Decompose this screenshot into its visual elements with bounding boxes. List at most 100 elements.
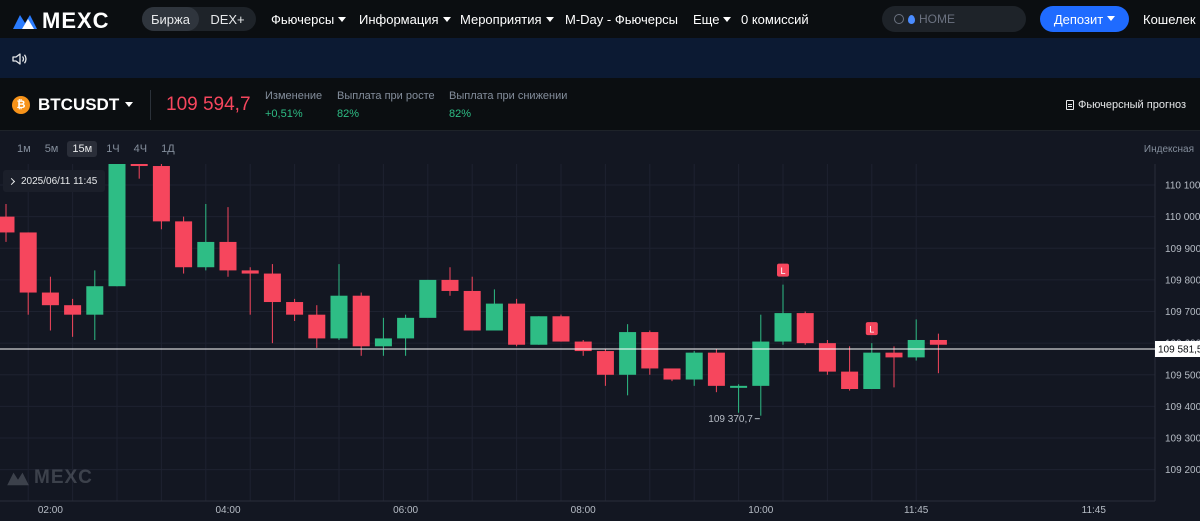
search-icon [894,14,904,24]
candle-body [863,352,881,390]
candle-body [419,279,437,318]
y-tick-label: 109 400 [1165,402,1200,413]
nav-more-label: Еще [693,12,720,27]
chevron-down-icon [545,17,554,23]
chevron-down-icon [723,17,732,23]
y-tick-label: 109 800 [1165,275,1200,286]
x-tick-label: 04:00 [215,505,240,516]
x-tick-label: 10:00 [748,505,773,516]
candle-body [663,368,681,380]
timeframe-1h[interactable]: 1Ч [106,143,120,155]
candle-body [219,241,237,271]
candle-body [130,164,148,167]
candle-body [397,317,415,339]
announcement-bar [0,38,1200,78]
timeframe-1d[interactable]: 1Д [161,143,175,155]
candle-body [552,316,570,342]
symbol-label: BTCUSDT [38,95,120,114]
y-tick-label: 109 900 [1165,244,1200,255]
candle-body [152,166,170,222]
symbol-selector[interactable]: BTCUSDT [38,95,134,115]
ticker-bar: ₿ BTCUSDT 109 594,7 Изменение +0,51% Вып… [0,82,1200,128]
search-box[interactable] [882,6,1026,32]
timeframe-5m[interactable]: 5м [44,143,59,155]
search-input[interactable] [919,12,1009,26]
nav-info-label: Информация [359,12,439,27]
change-label: Изменение [265,90,323,102]
wallet-link[interactable]: Кошелек [1143,12,1196,27]
candle-body [263,273,281,303]
candle-body [0,216,15,233]
candle-body [596,351,614,375]
chart-watermark: MEXC [6,467,93,489]
y-tick-label: 109 700 [1165,307,1200,318]
speaker-icon[interactable] [12,53,28,65]
last-price: 109 594,7 [166,94,251,115]
index-price-toggle[interactable]: Индексная [1143,144,1194,155]
candle-body [530,316,548,345]
x-tick-label: 11:45 [904,505,929,516]
chevron-down-icon [442,17,451,23]
tab-exchange[interactable]: Биржа [142,7,199,31]
candle-body [241,270,259,274]
deposit-label: Депозит [1053,11,1104,27]
payout-up-label: Выплата при росте [337,90,435,102]
candle-body [463,290,481,331]
candle-body [108,164,126,287]
x-tick-label: 06:00 [393,505,418,516]
top-navbar: MEXC Биржа DEX+ Фьючерсы Информация Меро… [0,0,1200,38]
nav-events-label: Мероприятия [460,12,542,27]
nav-futures[interactable]: Фьючерсы [271,12,347,27]
x-tick-label: 08:00 [571,505,596,516]
ticker-divider [150,90,151,120]
mexc-watermark-icon [7,472,29,486]
payout-up-value: 82% [337,108,360,120]
timeframe-15m[interactable]: 15м [67,141,98,157]
watermark-text: MEXC [34,467,93,488]
timeframe-bar: 1м 5м 15м 1Ч 4Ч 1Д [12,141,180,157]
mexc-logo[interactable]: MEXC [12,8,110,34]
current-price-tag [1155,341,1200,358]
candle-body [619,332,637,375]
timeframe-4h[interactable]: 4Ч [133,143,148,155]
candle-body [707,352,725,386]
trade-marker [777,263,789,277]
futures-forecast-link[interactable]: Фьючерсный прогноз [1066,99,1186,111]
candle-body [330,295,348,339]
candle-body [508,303,526,345]
y-tick-label: 109 300 [1165,434,1200,445]
document-icon [1066,100,1074,110]
candle-body [730,385,748,388]
timeframe-1m[interactable]: 1м [17,143,31,155]
candle-body [374,338,392,347]
candle-body [19,232,37,293]
nav-zero-fee[interactable]: 0 комиссий [741,12,809,27]
payout-down-label: Выплата при снижении [449,90,568,102]
nav-more[interactable]: Еще [693,12,732,27]
chevron-down-icon [1107,15,1116,21]
candle-body [841,371,859,390]
candle-body [197,241,215,268]
low-price-label: 109 370,7 [708,414,753,425]
cursor-time: 2025/06/11 11:45 [21,175,98,187]
nav-info[interactable]: Информация [359,12,451,27]
chevron-right-icon [7,177,16,185]
nav-events[interactable]: Мероприятия [460,12,554,27]
candle-body [175,221,193,268]
trade-marker-label: L [780,266,785,276]
candle-body [485,303,503,331]
nav-mday[interactable]: M-Day - Фьючерсы [565,12,679,27]
candle-body [41,292,59,306]
y-tick-label: 110 000 [1165,212,1200,223]
current-price-label: 109 581,5 [1158,345,1200,356]
cursor-time-box[interactable]: 2025/06/11 11:45 [3,170,106,192]
candle-body [685,352,703,380]
candle-body [885,352,903,358]
nav-futures-label: Фьючерсы [271,12,335,27]
deposit-button[interactable]: Депозит [1040,6,1129,32]
tab-dex[interactable]: DEX+ [210,11,245,27]
candle-body [818,343,836,372]
forecast-label: Фьючерсный прогноз [1078,99,1187,111]
